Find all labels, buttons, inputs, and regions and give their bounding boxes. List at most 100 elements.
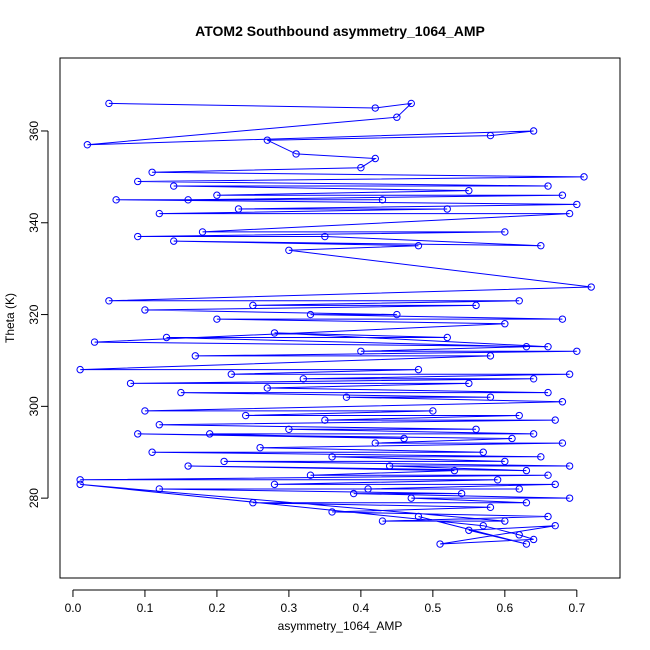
data-point <box>479 448 487 456</box>
y-tick-label: 320 <box>27 304 41 324</box>
data-point <box>155 209 164 218</box>
data-point <box>414 365 423 374</box>
data-point <box>299 375 307 383</box>
data-point <box>256 443 264 452</box>
data-point <box>371 104 379 112</box>
data-point <box>479 521 487 530</box>
data-point <box>306 310 315 319</box>
data-point <box>285 425 293 433</box>
data-point <box>429 407 437 415</box>
x-tick-label: 0.6 <box>496 601 513 615</box>
data-point <box>465 379 473 388</box>
data-point <box>263 384 272 392</box>
data-point <box>270 480 279 489</box>
data-point <box>213 315 221 323</box>
data-point <box>378 196 387 204</box>
plot-frame <box>59 57 621 579</box>
data-point <box>134 177 142 186</box>
data-point <box>148 168 156 176</box>
data-point <box>184 196 192 204</box>
data-point <box>544 471 552 479</box>
data-point <box>457 489 466 498</box>
data-point <box>537 242 545 250</box>
data-point <box>357 163 365 172</box>
data-point <box>573 200 581 209</box>
data-point <box>342 393 351 401</box>
data-point <box>177 388 185 397</box>
y-axis-label: Theta (K) <box>3 293 17 343</box>
data-point <box>155 421 164 429</box>
data-point <box>522 342 531 351</box>
data-point <box>544 342 552 351</box>
data-point <box>263 136 272 144</box>
data-point <box>486 131 495 140</box>
data-point <box>328 508 336 516</box>
x-axis-label: asymmetry_1064_AMP <box>278 619 403 633</box>
data-point <box>407 494 415 502</box>
data-point <box>558 191 567 199</box>
data-point <box>537 453 545 461</box>
data-point <box>558 398 567 406</box>
y-tick-label: 300 <box>27 396 41 416</box>
data-point <box>414 242 423 250</box>
data-point <box>270 329 279 337</box>
data-point <box>443 205 451 213</box>
y-tick-label: 360 <box>27 121 41 141</box>
data-point <box>234 205 243 213</box>
data-point <box>198 228 207 236</box>
y-tick-label: 280 <box>27 488 41 508</box>
data-point <box>400 434 408 443</box>
data-point <box>522 540 531 548</box>
data-point <box>565 370 574 378</box>
data-point <box>170 182 178 190</box>
data-point <box>501 228 509 236</box>
data-point <box>242 411 250 420</box>
data-point <box>357 347 365 355</box>
data-point <box>558 315 567 323</box>
data-point <box>565 462 574 470</box>
data-point <box>414 512 423 521</box>
data-point <box>105 297 113 305</box>
data-point <box>76 476 84 484</box>
x-tick-label: 0.3 <box>281 601 298 615</box>
x-tick-label: 0.7 <box>568 601 585 615</box>
data-point <box>565 494 574 502</box>
data-point <box>551 416 559 424</box>
x-tick-label: 0.0 <box>65 601 82 615</box>
data-point <box>371 439 379 447</box>
data-point <box>493 476 502 484</box>
x-tick-label: 0.1 <box>137 601 154 615</box>
data-point <box>501 517 509 525</box>
data-point <box>522 466 531 475</box>
data-point <box>76 365 84 374</box>
data-point <box>393 310 401 319</box>
data-point <box>472 301 480 310</box>
data-point <box>112 196 120 204</box>
data-point <box>105 99 113 108</box>
data-point <box>393 113 401 121</box>
data-point <box>328 453 336 461</box>
data-point <box>148 448 156 456</box>
data-point <box>371 154 379 163</box>
data-point <box>191 352 200 360</box>
data-point <box>184 462 192 470</box>
data-point <box>292 150 300 158</box>
data-point <box>522 499 531 507</box>
data-point <box>529 430 538 438</box>
data-point <box>515 411 523 420</box>
data-point <box>349 489 358 498</box>
data-point <box>573 347 581 355</box>
data-point <box>529 127 538 135</box>
data-point <box>515 297 523 305</box>
data-point <box>486 503 495 512</box>
data-point <box>580 173 588 181</box>
data-point <box>551 521 559 530</box>
data-point <box>141 407 149 415</box>
data-point <box>486 393 495 401</box>
x-tick-label: 0.5 <box>425 601 442 615</box>
data-point <box>378 517 387 525</box>
data-point <box>544 388 552 397</box>
data-point <box>249 499 257 507</box>
data-point <box>220 457 228 466</box>
data-point <box>450 466 459 475</box>
